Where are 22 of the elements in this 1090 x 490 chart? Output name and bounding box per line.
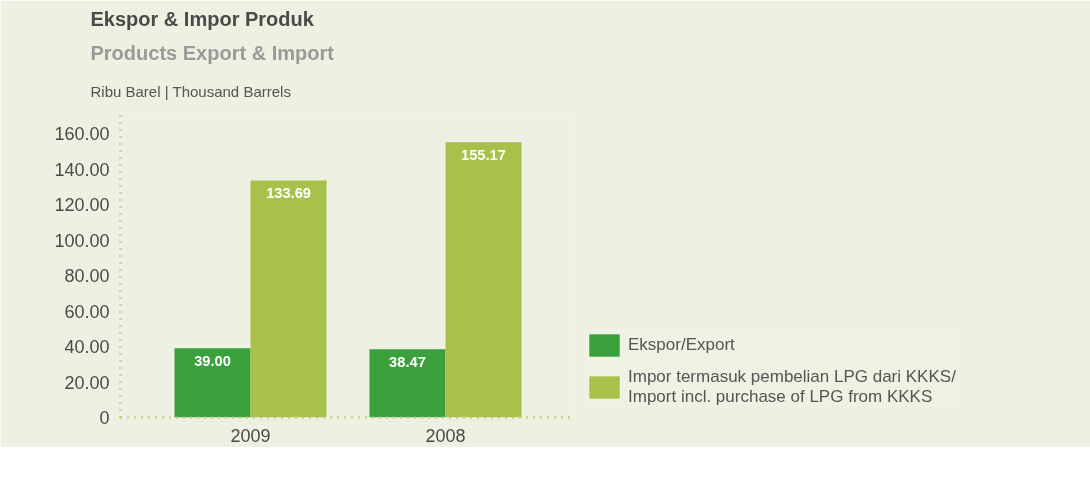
chart-title: Ekspor & Impor Produk: [90, 7, 315, 30]
y-tick-label: 60.00: [64, 301, 110, 322]
data-label: 39.00: [194, 353, 231, 370]
y-tick-label: 120.00: [54, 195, 110, 216]
y-tick-label: 20.00: [64, 372, 110, 393]
text: Ribu Barel | Thousand Barrels: [90, 83, 291, 100]
data-label: 38.47: [389, 354, 426, 371]
data-label: 133.69: [266, 185, 311, 202]
bar: [369, 349, 446, 418]
y-tick-label: 160.00: [54, 124, 110, 145]
legend-label: Ekspor/Export: [628, 335, 735, 355]
y-tick-label: 140.00: [54, 159, 110, 180]
data-label: 155.17: [461, 147, 506, 164]
legend-label: Impor termasuk pembelian LPG dari KKKS/ Import incl. purchase of LPG from KKKS: [628, 367, 956, 407]
y-tick-label: 0: [99, 408, 110, 428]
chart-subtitle: Products Export & Import: [90, 41, 335, 64]
x-tick-label: 2008: [425, 425, 466, 446]
bar: [174, 348, 251, 418]
y-tick-label: 100.00: [54, 230, 110, 251]
x-tick-label: 2009: [230, 425, 271, 446]
y-tick-label: 80.00: [64, 266, 110, 287]
y-tick-label: 40.00: [64, 337, 110, 358]
